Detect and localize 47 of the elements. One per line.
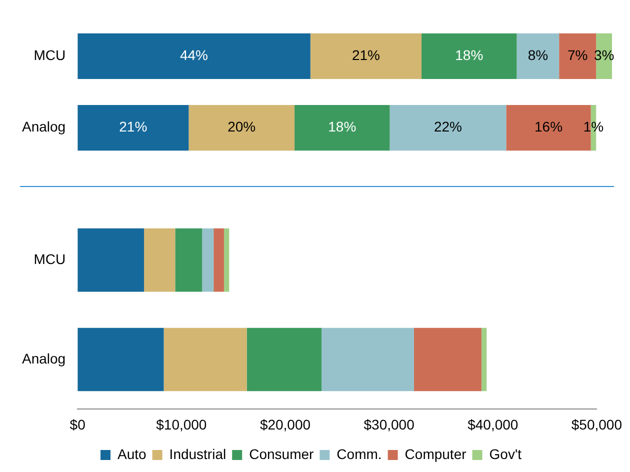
data-label: 21%	[119, 118, 148, 135]
y-tick-label: Analog	[22, 118, 66, 135]
bar	[322, 328, 414, 392]
data-label: 18%	[328, 118, 356, 135]
legend-label: Consumer	[249, 446, 314, 462]
data-label: 7%	[567, 47, 588, 64]
data-label: 18%	[455, 47, 484, 64]
bar	[164, 328, 247, 392]
y-tick-label: MCU	[34, 47, 66, 64]
bar	[516, 33, 560, 80]
x-tick-label: $50,000	[571, 416, 622, 432]
bar	[175, 228, 202, 292]
x-tick-label: $10,000	[156, 416, 207, 432]
bar	[422, 33, 517, 80]
y-tick-label: MCU	[34, 250, 66, 267]
bar	[214, 228, 224, 292]
x-tick-label: $20,000	[260, 416, 311, 432]
x-tick-label: $40,000	[468, 416, 518, 432]
bar	[390, 104, 506, 151]
x-tick-label: $30,000	[364, 416, 415, 432]
legend-label: Computer	[404, 446, 467, 462]
bar	[78, 228, 144, 292]
bar	[78, 104, 189, 151]
bar	[78, 33, 310, 80]
data-label: 22%	[434, 118, 462, 135]
data-label: 16%	[534, 118, 563, 135]
data-label: 8%	[528, 47, 548, 64]
legend-label: Gov't	[489, 446, 522, 462]
data-label: 21%	[352, 47, 380, 64]
bar	[188, 104, 295, 151]
bar	[202, 228, 214, 292]
legend-label: Comm.	[336, 446, 382, 462]
bar	[246, 328, 322, 392]
bar	[78, 328, 164, 392]
bar	[294, 104, 390, 151]
bar	[481, 328, 487, 392]
bar	[310, 33, 422, 80]
bar	[224, 228, 230, 292]
y-tick-label: Analog	[22, 350, 66, 366]
data-label: 20%	[228, 118, 256, 135]
legend-label: Auto	[118, 446, 147, 462]
data-label: 44%	[180, 47, 208, 64]
bar	[559, 33, 596, 80]
bar	[144, 228, 176, 292]
legend-label: Industrial	[169, 446, 226, 462]
bar	[414, 328, 482, 392]
x-tick-label: $0	[70, 416, 86, 432]
